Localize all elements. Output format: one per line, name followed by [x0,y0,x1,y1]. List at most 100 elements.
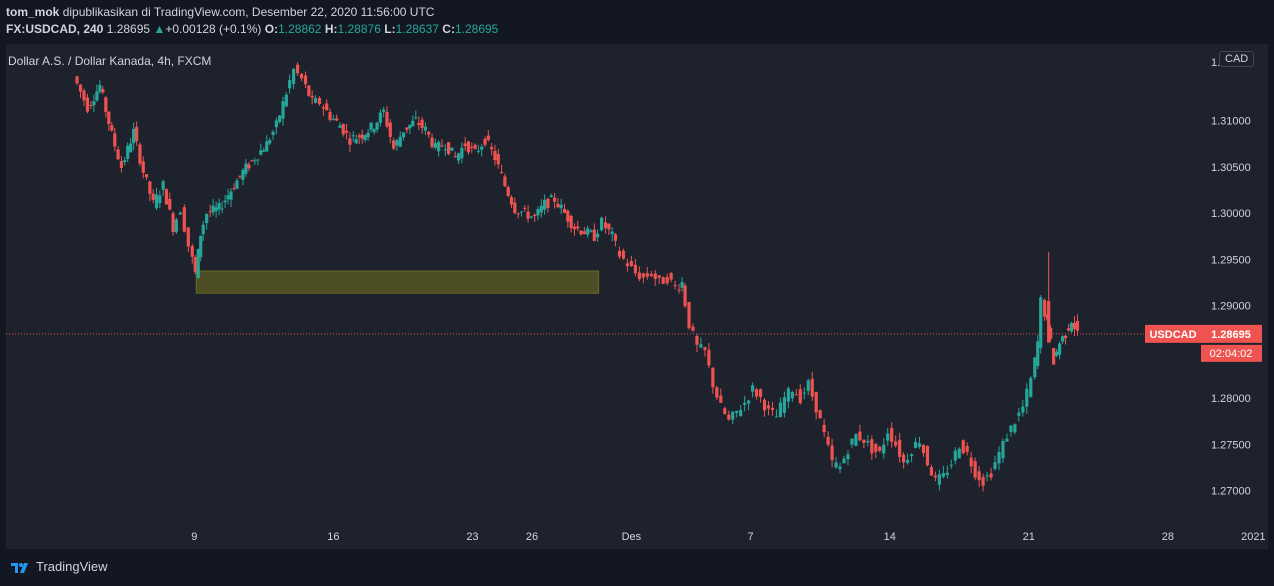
candle-body [89,104,93,106]
high-label: H: [324,22,338,36]
author-name[interactable]: tom_mok [6,5,60,19]
candle-body [92,101,96,106]
candle-body [417,122,421,126]
candle-body [957,448,961,459]
candle-body [866,440,870,443]
candle-body [466,141,471,153]
candle-body [235,180,239,189]
candle-body [786,388,790,402]
low-value: 1.28637 [395,22,439,36]
candle-body [858,431,862,441]
candle-body [405,127,409,130]
candle-body [328,111,332,120]
candle-body [981,476,985,486]
candle-body [727,414,731,420]
candle-body [223,200,227,203]
candle-body [113,133,117,147]
candle-body [101,89,105,93]
candle-body [603,222,608,229]
candle-body [625,263,630,267]
candle-body [965,445,969,452]
candle-body [174,219,178,232]
candle-body [208,211,212,213]
candle-body [171,213,175,233]
candle-body [909,454,914,457]
candle-body [385,111,389,127]
candle-body [238,175,242,177]
candle-body [1060,336,1065,342]
candle-body [226,195,230,200]
candle-body [378,112,382,123]
candle-body [878,446,882,451]
candle-body [953,450,957,461]
candle-body [945,472,949,476]
time-tick-label: 26 [526,531,538,543]
candle-body [997,452,1001,464]
candle-body [141,161,145,173]
currency-badge[interactable]: CAD [1219,51,1255,67]
candle-body [925,446,930,466]
candle-body [683,285,687,307]
candle-body [890,427,894,442]
candle-body [503,176,507,187]
candle-body [822,424,826,433]
price-scale-pane[interactable] [1200,44,1268,549]
price-tick-label: 1.27000 [1211,486,1251,498]
candle-body [443,149,447,151]
candle-body [196,249,200,278]
candle-body [126,145,130,159]
candle-body [921,445,926,454]
candle-body [401,132,406,138]
time-tick-label: 23 [466,531,478,543]
candle-body [743,402,747,405]
candle-body [985,475,989,477]
candle-body [453,156,457,158]
candle-body [589,230,593,232]
candle-body [271,131,275,136]
publish-info: tom_mok dipublikasikan di TradingView.co… [6,5,434,19]
candle-body [307,85,311,96]
candle-body [846,454,850,460]
candle-body [969,457,973,467]
candle-body [335,118,339,121]
candle-body [579,230,583,235]
candlestick-chart[interactable]: 1.31000 1.30500 1.30000 1.29500 1.29000 1.280… [0,0,1274,549]
candle-body [363,135,367,141]
ohlc-line: FX:USDCAD, 240 1.28695 ▲+0.00128 (+0.1%)… [6,22,498,36]
candle-body [262,150,266,152]
candle-body [905,459,910,463]
candle-body [941,473,945,477]
tradingview-brand: TradingView [36,559,108,574]
candle-body [281,101,285,119]
candle-body [850,438,854,445]
candle-body [382,109,386,112]
candle-body [408,124,412,129]
candle-body [669,272,673,280]
candle-body [1043,299,1047,317]
candle-body [933,475,938,478]
candle-body [278,115,282,123]
candle-body [313,98,318,103]
candle-body [1049,327,1053,339]
candle-body [144,174,149,178]
candle-body [201,224,205,235]
candle-body [719,395,723,403]
candle-body [699,344,703,348]
candle-body [695,335,699,345]
time-tick-label: 7 [748,531,754,543]
candle-body [1013,424,1017,433]
candle-body [284,94,288,107]
candle-body [499,172,504,174]
support-zone [195,270,600,294]
candle-body [834,462,838,468]
tradingview-logo[interactable]: TradingView [11,559,108,574]
candle-body [633,264,637,274]
candle-body [78,84,83,92]
candle-body [778,402,783,418]
candle-body [348,138,352,145]
candle-body [977,471,981,481]
candle-body [456,153,461,161]
candle-body [665,276,669,284]
candle-body [989,473,993,478]
chart-pane[interactable] [6,44,1200,549]
